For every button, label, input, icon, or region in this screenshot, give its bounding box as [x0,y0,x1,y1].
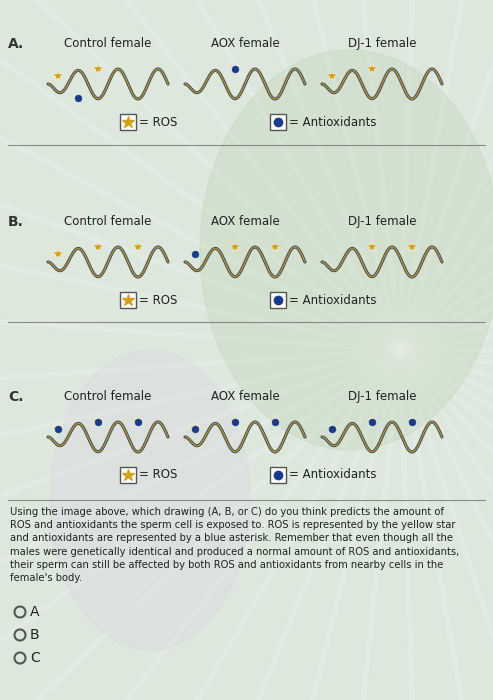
Bar [270,292,286,308]
Bar [120,467,136,483]
Text: A: A [30,605,39,619]
Text: Using the image above, which drawing (A, B, or C) do you think predicts the amou: Using the image above, which drawing (A,… [10,507,459,583]
Text: B.: B. [8,215,24,229]
Bar [270,467,286,483]
Text: Control female: Control female [64,390,152,403]
Bar [120,292,136,308]
Text: AOX female: AOX female [211,215,280,228]
Text: DJ-1 female: DJ-1 female [348,390,416,403]
Text: C.: C. [8,390,24,404]
Text: = Antioxidants: = Antioxidants [289,116,377,129]
Text: B: B [30,628,39,642]
Text: = Antioxidants: = Antioxidants [289,468,377,482]
Bar [120,114,136,130]
Ellipse shape [50,350,250,650]
Ellipse shape [200,50,493,450]
Text: = ROS: = ROS [139,468,177,482]
Text: DJ-1 female: DJ-1 female [348,215,416,228]
Text: Control female: Control female [64,37,152,50]
Text: = ROS: = ROS [139,116,177,129]
Text: = Antioxidants: = Antioxidants [289,293,377,307]
Text: A.: A. [8,37,24,51]
Text: C: C [30,651,40,665]
Text: AOX female: AOX female [211,390,280,403]
Text: AOX female: AOX female [211,37,280,50]
Text: DJ-1 female: DJ-1 female [348,37,416,50]
Bar [270,114,286,130]
Text: = ROS: = ROS [139,293,177,307]
Text: Control female: Control female [64,215,152,228]
